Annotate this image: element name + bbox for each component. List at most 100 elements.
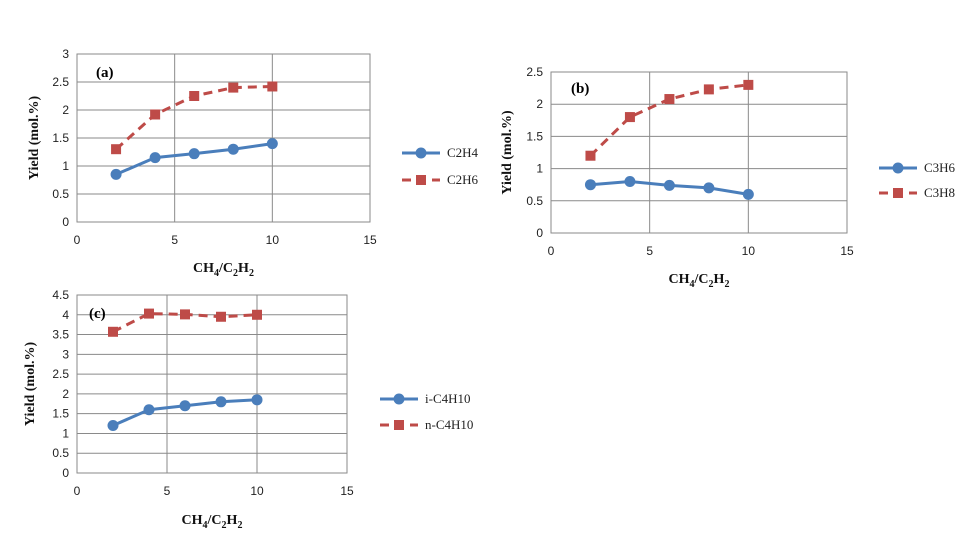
y-tick-label: 4.5: [52, 288, 69, 302]
legend-label: i-C4H10: [425, 391, 471, 406]
y-axis-title: Yield (mol.%): [500, 110, 515, 195]
data-point-n-c4h10: [144, 308, 154, 319]
y-tick-label: 0.5: [52, 187, 69, 201]
x-tick-label: 0: [74, 233, 81, 247]
data-point-c2h6: [111, 144, 122, 155]
legend-marker-circle: [892, 162, 904, 174]
plot-frame: [76, 294, 348, 474]
legend-label: C2H6: [447, 172, 479, 187]
legend-label: C3H6: [924, 160, 956, 175]
plot-frame: [76, 53, 371, 223]
y-tick-label: 0: [62, 215, 69, 229]
y-tick-label: 1: [536, 162, 543, 176]
chart-panel-c: 0 0.5 1 1.5 2 2.5 3 3.5 4 4.5 0 5 10 15 (c) Yield (mol.…: [23, 288, 473, 531]
x-axis-title-part: H: [714, 272, 725, 287]
y-tick-label: 1.5: [526, 129, 543, 143]
data-point-n-c4h10: [216, 311, 226, 322]
data-point-c3h6: [663, 179, 675, 191]
data-point-c2h6: [228, 82, 239, 93]
data-point-c3h6: [584, 179, 596, 191]
data-point-c2h6: [267, 81, 278, 92]
data-point-c3h6: [624, 175, 636, 187]
y-tick-label: 0: [62, 466, 69, 480]
chart-panel-a: 0 0.5 1 1.5 2 2.5 3 0 5 10 15 (a) Yield (mol.%) CH4/C…: [27, 47, 479, 279]
data-point-c2h6: [189, 91, 200, 101]
data-point-n-c4h10: [180, 309, 190, 320]
x-tick-label: 5: [171, 233, 178, 247]
y-tick-label: 1.5: [52, 131, 69, 145]
legend-label: n-C4H10: [425, 417, 473, 432]
y-tick-label: 2.5: [52, 367, 69, 381]
data-point-n-c4h10: [108, 326, 118, 337]
x-axis-title-part: CH: [193, 261, 214, 276]
y-tick-label: 1: [62, 159, 69, 173]
x-tick-label: 5: [164, 484, 171, 498]
legend-marker-square: [893, 188, 903, 198]
data-point-i-c4h10: [215, 396, 227, 408]
x-axis-title-part: H: [227, 513, 238, 528]
panel-label: (c): [89, 306, 106, 322]
x-tick-label: 15: [840, 244, 854, 258]
x-axis-title-subscript: 2: [237, 520, 242, 531]
y-tick-label: 3: [62, 47, 69, 61]
x-axis-title-subscript: 2: [222, 520, 227, 531]
y-axis-title: Yield (mol.%): [27, 96, 42, 181]
y-tick-label: 4: [62, 308, 69, 322]
data-point-c2h4: [188, 148, 200, 160]
x-axis-title: CH4/C2H2: [193, 261, 254, 279]
data-point-i-c4h10: [143, 404, 155, 416]
y-tick-label: 2: [536, 97, 543, 111]
x-axis-title-part: CH: [669, 272, 690, 287]
data-point-c2h4: [149, 152, 161, 164]
panel-label: (a): [96, 65, 114, 81]
data-point-c2h4: [227, 143, 239, 155]
y-axis-title: Yield (mol.%): [23, 342, 38, 427]
data-point-c3h8: [664, 94, 675, 105]
panel-label: (b): [571, 81, 589, 97]
x-axis-title: CH4/C2H2: [669, 272, 730, 290]
data-point-i-c4h10: [179, 400, 191, 412]
x-axis-title-subscript: 2: [724, 279, 729, 290]
y-tick-label: 2: [62, 103, 69, 117]
legend-label: C3H8: [924, 185, 955, 200]
x-axis-title-part: /C: [694, 272, 709, 287]
x-axis-title-part: H: [238, 261, 249, 276]
y-tick-label: 0.5: [52, 446, 69, 460]
data-point-c3h6: [703, 182, 715, 194]
y-tick-label: 2.5: [52, 75, 69, 89]
data-point-c2h4: [110, 168, 122, 180]
legend-marker-circle: [393, 393, 405, 405]
x-axis-title-part: /C: [218, 261, 233, 276]
legend-marker-circle: [415, 147, 427, 159]
y-tick-label: 0: [536, 226, 543, 240]
data-point-c3h8: [703, 84, 714, 95]
data-point-c3h8: [624, 112, 635, 123]
data-point-c2h6: [150, 109, 161, 120]
x-tick-label: 15: [363, 233, 377, 247]
x-axis-title-subscript: 2: [233, 268, 238, 279]
x-tick-label: 15: [340, 484, 354, 498]
x-tick-label: 0: [74, 484, 81, 498]
y-tick-label: 2.5: [526, 65, 543, 79]
data-point-c2h4: [266, 138, 278, 150]
legend-marker-square: [394, 420, 404, 430]
data-point-c3h8: [585, 150, 596, 161]
x-axis-title-subscript: 4: [203, 520, 208, 531]
plot-frame: [550, 71, 848, 234]
legend-marker-square: [416, 175, 426, 185]
x-axis-title: CH4/C2H2: [182, 513, 243, 531]
data-point-i-c4h10: [107, 420, 119, 432]
data-point-i-c4h10: [251, 394, 263, 406]
x-axis-title-subscript: 2: [249, 268, 254, 279]
chart-panel-b: 00.511.522.50 5 10 15(b)Yield (mol.%)CH4/C2…: [500, 65, 956, 290]
x-tick-label: 10: [742, 244, 756, 258]
x-axis-title-part: CH: [182, 513, 203, 528]
x-tick-label: 10: [250, 484, 264, 498]
y-tick-label: 1: [62, 426, 69, 440]
x-axis-title-part: /C: [207, 513, 222, 528]
y-tick-label: 3: [62, 347, 69, 361]
data-point-c3h6: [742, 188, 754, 200]
x-axis-title-subscript: 4: [214, 268, 219, 279]
y-tick-label: 1.5: [52, 407, 69, 421]
